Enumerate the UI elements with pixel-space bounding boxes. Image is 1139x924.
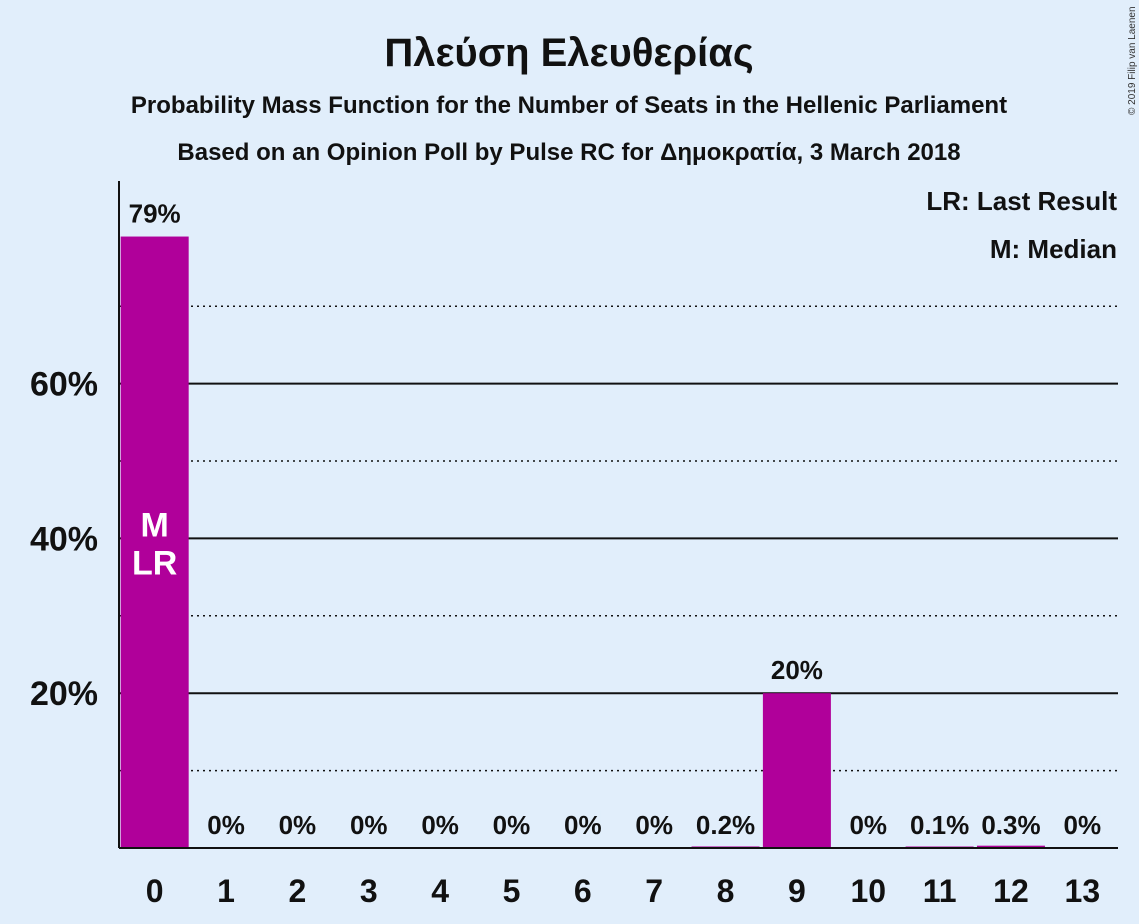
legend-last-result: LR: Last Result [926, 186, 1117, 216]
data-label-backdrop [564, 810, 601, 842]
data-label: 0.2% [696, 810, 755, 840]
chart-title: Πλεύση Ελευθερίας [384, 31, 753, 75]
x-tick-label: 11 [923, 873, 957, 909]
axes: 0 1 2 3 4 5 6 7 8 9 10 11 12 13 [118, 181, 1118, 909]
data-label: 0% [207, 810, 245, 840]
data-label: 0% [635, 810, 673, 840]
bars [120, 236, 1045, 849]
x-tick-label: 3 [360, 873, 378, 909]
y-tick-label: 40% [30, 520, 98, 558]
data-label-backdrop [977, 810, 1044, 842]
last-result-marker: LR [132, 544, 177, 582]
x-tick-label: 1 [217, 873, 235, 909]
y-tick-label: 60% [30, 366, 98, 404]
data-label-backdrop [636, 810, 673, 842]
data-label: 0% [421, 810, 459, 840]
data-label: 0.3% [981, 810, 1040, 840]
y-tick-label: 20% [30, 675, 98, 713]
data-label: 0% [564, 810, 602, 840]
data-label: 0% [493, 810, 531, 840]
data-labels: 20% 40% 60% 79% 0% 0% 0% 0% 0% 0% 0% 0.2% 20% 0% 0.1% 0… [30, 198, 1102, 842]
data-label-backdrop [208, 810, 245, 842]
x-tick-label: 2 [288, 873, 306, 909]
data-label-backdrop [771, 655, 823, 688]
x-tick-label: 9 [788, 873, 806, 909]
x-tick-label: 6 [574, 873, 592, 909]
bar [120, 236, 189, 849]
copyright-notice: © 2019 Filip van Laenen [1127, 6, 1138, 115]
data-label: 0% [849, 810, 887, 840]
data-label-backdrop [692, 810, 759, 842]
data-label: 0% [1064, 810, 1102, 840]
x-tick-label: 7 [645, 873, 663, 909]
data-label-backdrop [279, 810, 316, 842]
data-label-backdrop [1064, 810, 1101, 842]
bar [762, 693, 831, 848]
data-label-backdrop [422, 810, 459, 842]
data-label: 0% [350, 810, 388, 840]
x-tick-label: 8 [717, 873, 735, 909]
data-label-backdrop [850, 810, 887, 842]
chart-subtitle-poll: Based on an Opinion Poll by Pulse RC for… [177, 139, 960, 166]
median-marker: M [141, 506, 169, 544]
x-tick-label: 13 [1065, 873, 1101, 909]
data-label-backdrop [493, 810, 530, 842]
data-label: 0% [279, 810, 317, 840]
x-tick-label: 10 [850, 873, 886, 909]
data-label: 79% [129, 199, 181, 229]
gridlines [119, 305, 1118, 772]
x-tick-label: 12 [993, 873, 1029, 909]
data-label: 0.1% [910, 810, 969, 840]
x-tick-label: 4 [431, 873, 449, 909]
x-tick-label: 0 [146, 873, 164, 909]
data-label-backdrop [906, 810, 973, 842]
data-label: 20% [771, 655, 823, 685]
data-label-backdrop [350, 810, 387, 842]
bar [976, 845, 1045, 848]
legend-median: M: Median [990, 234, 1117, 264]
data-label-backdrop [129, 198, 181, 231]
chart-subtitle: Probability Mass Function for the Number… [131, 92, 1007, 119]
x-tick-label: 5 [503, 873, 521, 909]
